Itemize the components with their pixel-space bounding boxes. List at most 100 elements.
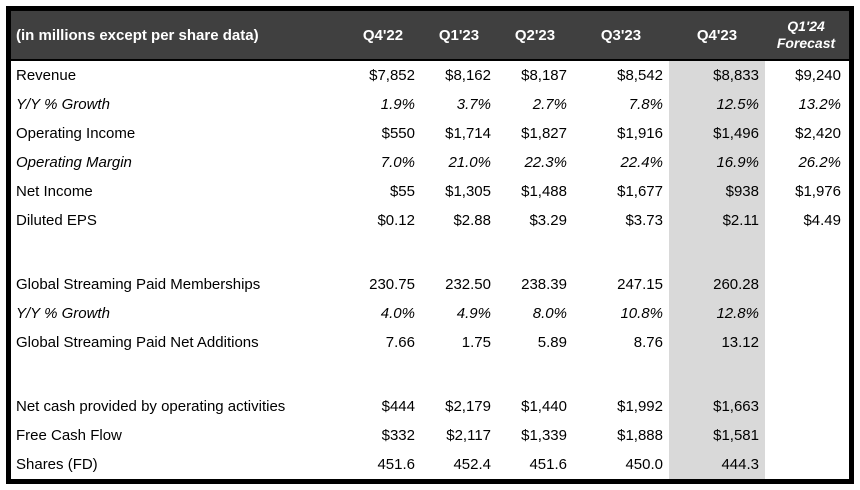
value-cell-highlighted: 16.9%	[669, 148, 765, 177]
table-row: Global Streaming Paid Memberships 230.75 2…	[11, 270, 849, 299]
value-cell-highlighted: $1,496	[669, 119, 765, 148]
row-label: Global Streaming Paid Net Additions	[16, 334, 259, 351]
row-label: Operating Income	[16, 125, 136, 142]
financial-results-table: (in millions except per share data) Q4'2…	[6, 6, 854, 484]
value-cell: $9,240	[795, 67, 841, 84]
value-cell: 22.4%	[620, 154, 663, 171]
value-cell: $1,888	[617, 427, 663, 444]
value-cell: 21.0%	[448, 154, 491, 171]
value-cell-highlighted: 12.8%	[669, 299, 765, 328]
value-cell: 22.3%	[524, 154, 567, 171]
value-cell: 1.75	[461, 334, 491, 351]
value-cell: $332	[381, 427, 415, 444]
value-cell: $0.12	[377, 212, 415, 229]
value-cell	[497, 357, 573, 392]
value-cell: $1,440	[521, 398, 567, 415]
value-cell: 238.39	[521, 276, 567, 293]
value-cell-highlighted: $2.11	[669, 206, 765, 235]
value-cell: 26.2%	[798, 154, 841, 171]
row-label: Diluted EPS	[16, 212, 97, 229]
value-cell: $2,117	[446, 427, 491, 444]
table-body: Revenue $7,852 $8,162 $8,187 $8,542 $8,833 $9,…	[11, 61, 849, 479]
value-cell: 232.50	[445, 276, 491, 293]
value-cell	[421, 357, 497, 392]
row-label	[11, 357, 345, 392]
value-cell	[573, 357, 669, 392]
value-cell: $1,976	[795, 183, 841, 200]
table-row: Net cash provided by operating activitie…	[11, 392, 849, 421]
value-cell: $444	[381, 398, 415, 415]
column-header-4: Q4'23	[696, 26, 738, 44]
value-cell: $2,420	[795, 125, 841, 142]
column-header-1: Q1'23	[438, 26, 480, 44]
row-label: Free Cash Flow	[16, 427, 122, 444]
column-header-3: Q3'23	[600, 26, 642, 44]
value-cell-highlighted: 13.12	[669, 328, 765, 357]
value-cell: $3.29	[529, 212, 567, 229]
value-cell: $2.88	[453, 212, 491, 229]
table-header-row: (in millions except per share data) Q4'2…	[11, 11, 849, 61]
value-cell: 4.0%	[380, 305, 415, 322]
value-cell: 8.0%	[532, 305, 567, 322]
value-cell: 451.6	[529, 456, 567, 473]
row-label: Y/Y % Growth	[16, 305, 110, 322]
column-header-5: Q1'24 Forecast	[776, 17, 836, 52]
value-cell-highlighted	[669, 235, 765, 270]
value-cell: 451.6	[377, 456, 415, 473]
value-cell: $2,179	[445, 398, 491, 415]
value-cell: $1,827	[521, 125, 567, 142]
value-cell-highlighted: $938	[669, 177, 765, 206]
value-cell	[765, 421, 847, 450]
row-label: Y/Y % Growth	[16, 96, 110, 113]
spacer-row	[11, 235, 849, 270]
row-label	[11, 235, 345, 270]
value-cell: $1,714	[445, 125, 491, 142]
value-cell	[765, 392, 847, 421]
column-header-0: Q4'22	[362, 26, 404, 44]
value-cell	[765, 270, 847, 299]
spacer-row	[11, 357, 849, 392]
value-cell: $4.49	[803, 212, 841, 229]
value-cell-highlighted: 260.28	[669, 270, 765, 299]
value-cell	[765, 299, 847, 328]
value-cell: 452.4	[453, 456, 491, 473]
value-cell	[765, 235, 847, 270]
value-cell: $8,187	[521, 67, 567, 84]
table-title: (in millions except per share data)	[16, 26, 259, 44]
table-row: Diluted EPS $0.12 $2.88 $3.29 $3.73 $2.11 $4.4…	[11, 206, 849, 235]
value-cell: 13.2%	[798, 96, 841, 113]
value-cell: $1,677	[617, 183, 663, 200]
table-row: Net Income $55 $1,305 $1,488 $1,677 $938 $1,97…	[11, 177, 849, 206]
value-cell-highlighted	[669, 357, 765, 392]
value-cell: $1,488	[521, 183, 567, 200]
row-label: Shares (FD)	[16, 456, 98, 473]
row-label: Net cash provided by operating activitie…	[16, 398, 286, 415]
table-row: Free Cash Flow $332 $2,117 $1,339 $1,888 $1,5…	[11, 421, 849, 450]
value-cell-highlighted: 12.5%	[669, 90, 765, 119]
value-cell: 8.76	[633, 334, 663, 351]
row-label: Net Income	[16, 183, 93, 200]
value-cell: 2.7%	[532, 96, 567, 113]
table-row: Revenue $7,852 $8,162 $8,187 $8,542 $8,833 $9,…	[11, 61, 849, 90]
value-cell: 1.9%	[380, 96, 415, 113]
value-cell-highlighted: $1,663	[669, 392, 765, 421]
value-cell	[345, 357, 421, 392]
value-cell-highlighted: 444.3	[669, 450, 765, 479]
value-cell-highlighted: $1,581	[669, 421, 765, 450]
row-label: Revenue	[16, 67, 77, 84]
value-cell	[345, 235, 421, 270]
value-cell: $8,162	[445, 67, 491, 84]
value-cell: 230.75	[369, 276, 415, 293]
value-cell: $1,992	[617, 398, 663, 415]
column-header-2: Q2'23	[514, 26, 556, 44]
value-cell: $550	[381, 125, 415, 142]
value-cell: $1,916	[617, 125, 663, 142]
value-cell	[421, 235, 497, 270]
value-cell: $55	[389, 183, 415, 200]
value-cell: 4.9%	[456, 305, 491, 322]
value-cell: $1,305	[445, 183, 491, 200]
value-cell: 5.89	[537, 334, 567, 351]
value-cell: 7.0%	[380, 154, 415, 171]
value-cell: $3.73	[625, 212, 663, 229]
